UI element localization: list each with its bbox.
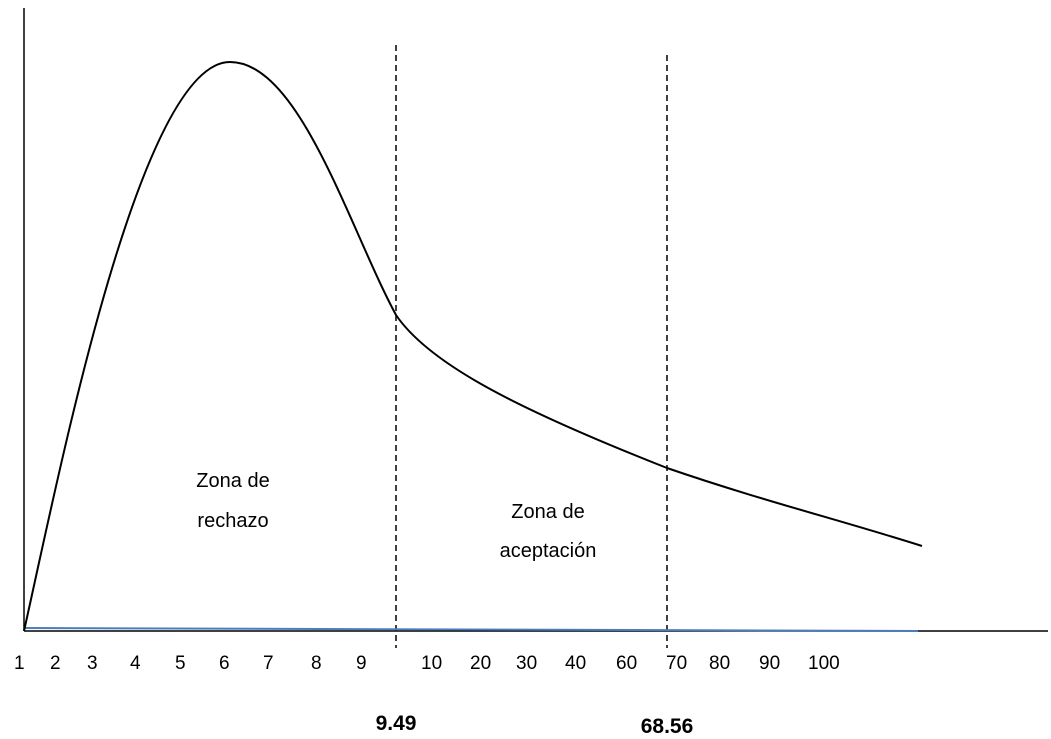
x-tick-label: 2 xyxy=(50,653,61,674)
x-tick-label: 6 xyxy=(219,653,230,674)
x-tick-label: 100 xyxy=(808,653,840,674)
zone-aceptacion-line1: Zona de xyxy=(511,501,584,523)
x-tick-label: 70 xyxy=(666,653,687,674)
x-tick-label: 90 xyxy=(759,653,780,674)
zone-aceptacion-line2: aceptación xyxy=(500,540,597,562)
zone-annotations: Zona de rechazo Zona de aceptación xyxy=(196,470,596,562)
x-tick-label: 1 xyxy=(14,653,25,674)
x-tick-label: 60 xyxy=(616,653,637,674)
x-tick-label: 8 xyxy=(311,653,322,674)
x-tick-label: 7 xyxy=(263,653,274,674)
baseline-series xyxy=(23,627,919,632)
x-tick-label: 4 xyxy=(130,653,141,674)
x-tick-label: 80 xyxy=(709,653,730,674)
x-tick-label: 40 xyxy=(565,653,586,674)
critical-labels: 9.49 68.56 xyxy=(376,712,694,738)
x-tick-label: 3 xyxy=(87,653,98,674)
critical-value-label-2: 68.56 xyxy=(641,715,694,738)
zone-rechazo-line1: Zona de xyxy=(196,470,269,492)
x-tick-label: 5 xyxy=(175,653,186,674)
x-tick-labels: 1 2 3 4 5 6 7 8 9 10 20 30 40 60 70 80 9… xyxy=(14,653,840,674)
x-tick-label: 9 xyxy=(356,653,367,674)
critical-value-label-1: 9.49 xyxy=(376,712,417,735)
x-tick-label: 10 xyxy=(421,653,442,674)
zone-rechazo-line2: rechazo xyxy=(197,510,268,532)
x-tick-label: 30 xyxy=(516,653,537,674)
x-tick-label: 20 xyxy=(470,653,491,674)
density-curve xyxy=(23,60,923,632)
